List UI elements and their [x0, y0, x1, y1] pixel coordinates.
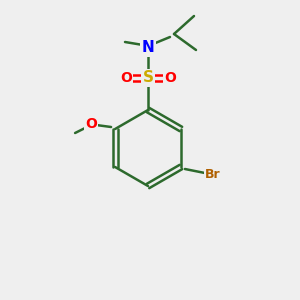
Text: O: O [164, 71, 176, 85]
Text: Br: Br [205, 169, 221, 182]
Text: N: N [142, 40, 154, 56]
Text: S: S [142, 70, 154, 86]
Text: O: O [85, 117, 97, 131]
Text: O: O [120, 71, 132, 85]
